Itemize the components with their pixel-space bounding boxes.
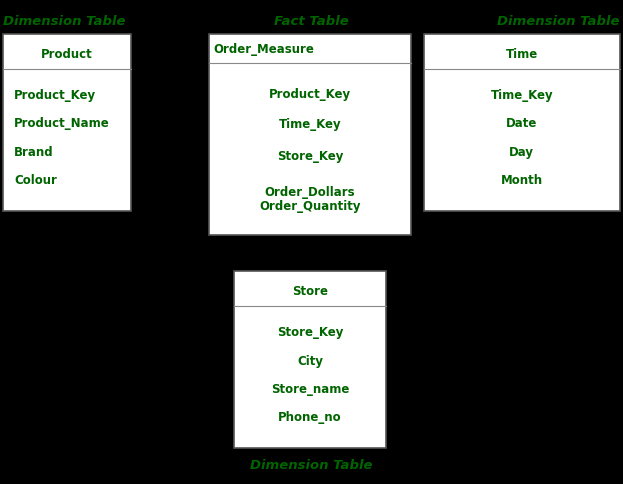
Bar — [209, 34, 411, 235]
Text: City: City — [297, 355, 323, 368]
Text: Store_Key: Store_Key — [277, 326, 343, 339]
Text: Month: Month — [501, 174, 543, 187]
Text: Product_Name: Product_Name — [14, 118, 110, 131]
Text: Store: Store — [292, 285, 328, 298]
Text: Day: Day — [509, 146, 535, 159]
Text: Store_Key: Store_Key — [277, 150, 343, 163]
Bar — [234, 271, 386, 448]
Bar — [424, 34, 620, 211]
Text: Order_Dollars
Order_Quantity: Order_Dollars Order_Quantity — [259, 186, 361, 213]
Text: Fact Table: Fact Table — [274, 15, 349, 28]
Text: Phone_no: Phone_no — [278, 411, 342, 424]
Text: Date: Date — [506, 118, 538, 131]
Text: Time_Key: Time_Key — [278, 118, 341, 131]
Text: Order_Measure: Order_Measure — [214, 44, 315, 57]
Text: Product_Key: Product_Key — [14, 89, 97, 102]
Text: Time_Key: Time_Key — [490, 89, 553, 102]
Text: Dimension Table: Dimension Table — [3, 15, 126, 28]
Text: Product: Product — [41, 48, 93, 60]
Text: Time: Time — [506, 48, 538, 60]
Text: Store_name: Store_name — [271, 383, 349, 396]
Text: Colour: Colour — [14, 174, 57, 187]
Text: Brand: Brand — [14, 146, 54, 159]
Text: Dimension Table: Dimension Table — [497, 15, 620, 28]
Bar — [3, 34, 131, 211]
Text: Dimension Table: Dimension Table — [250, 459, 373, 472]
Text: Product_Key: Product_Key — [269, 88, 351, 101]
